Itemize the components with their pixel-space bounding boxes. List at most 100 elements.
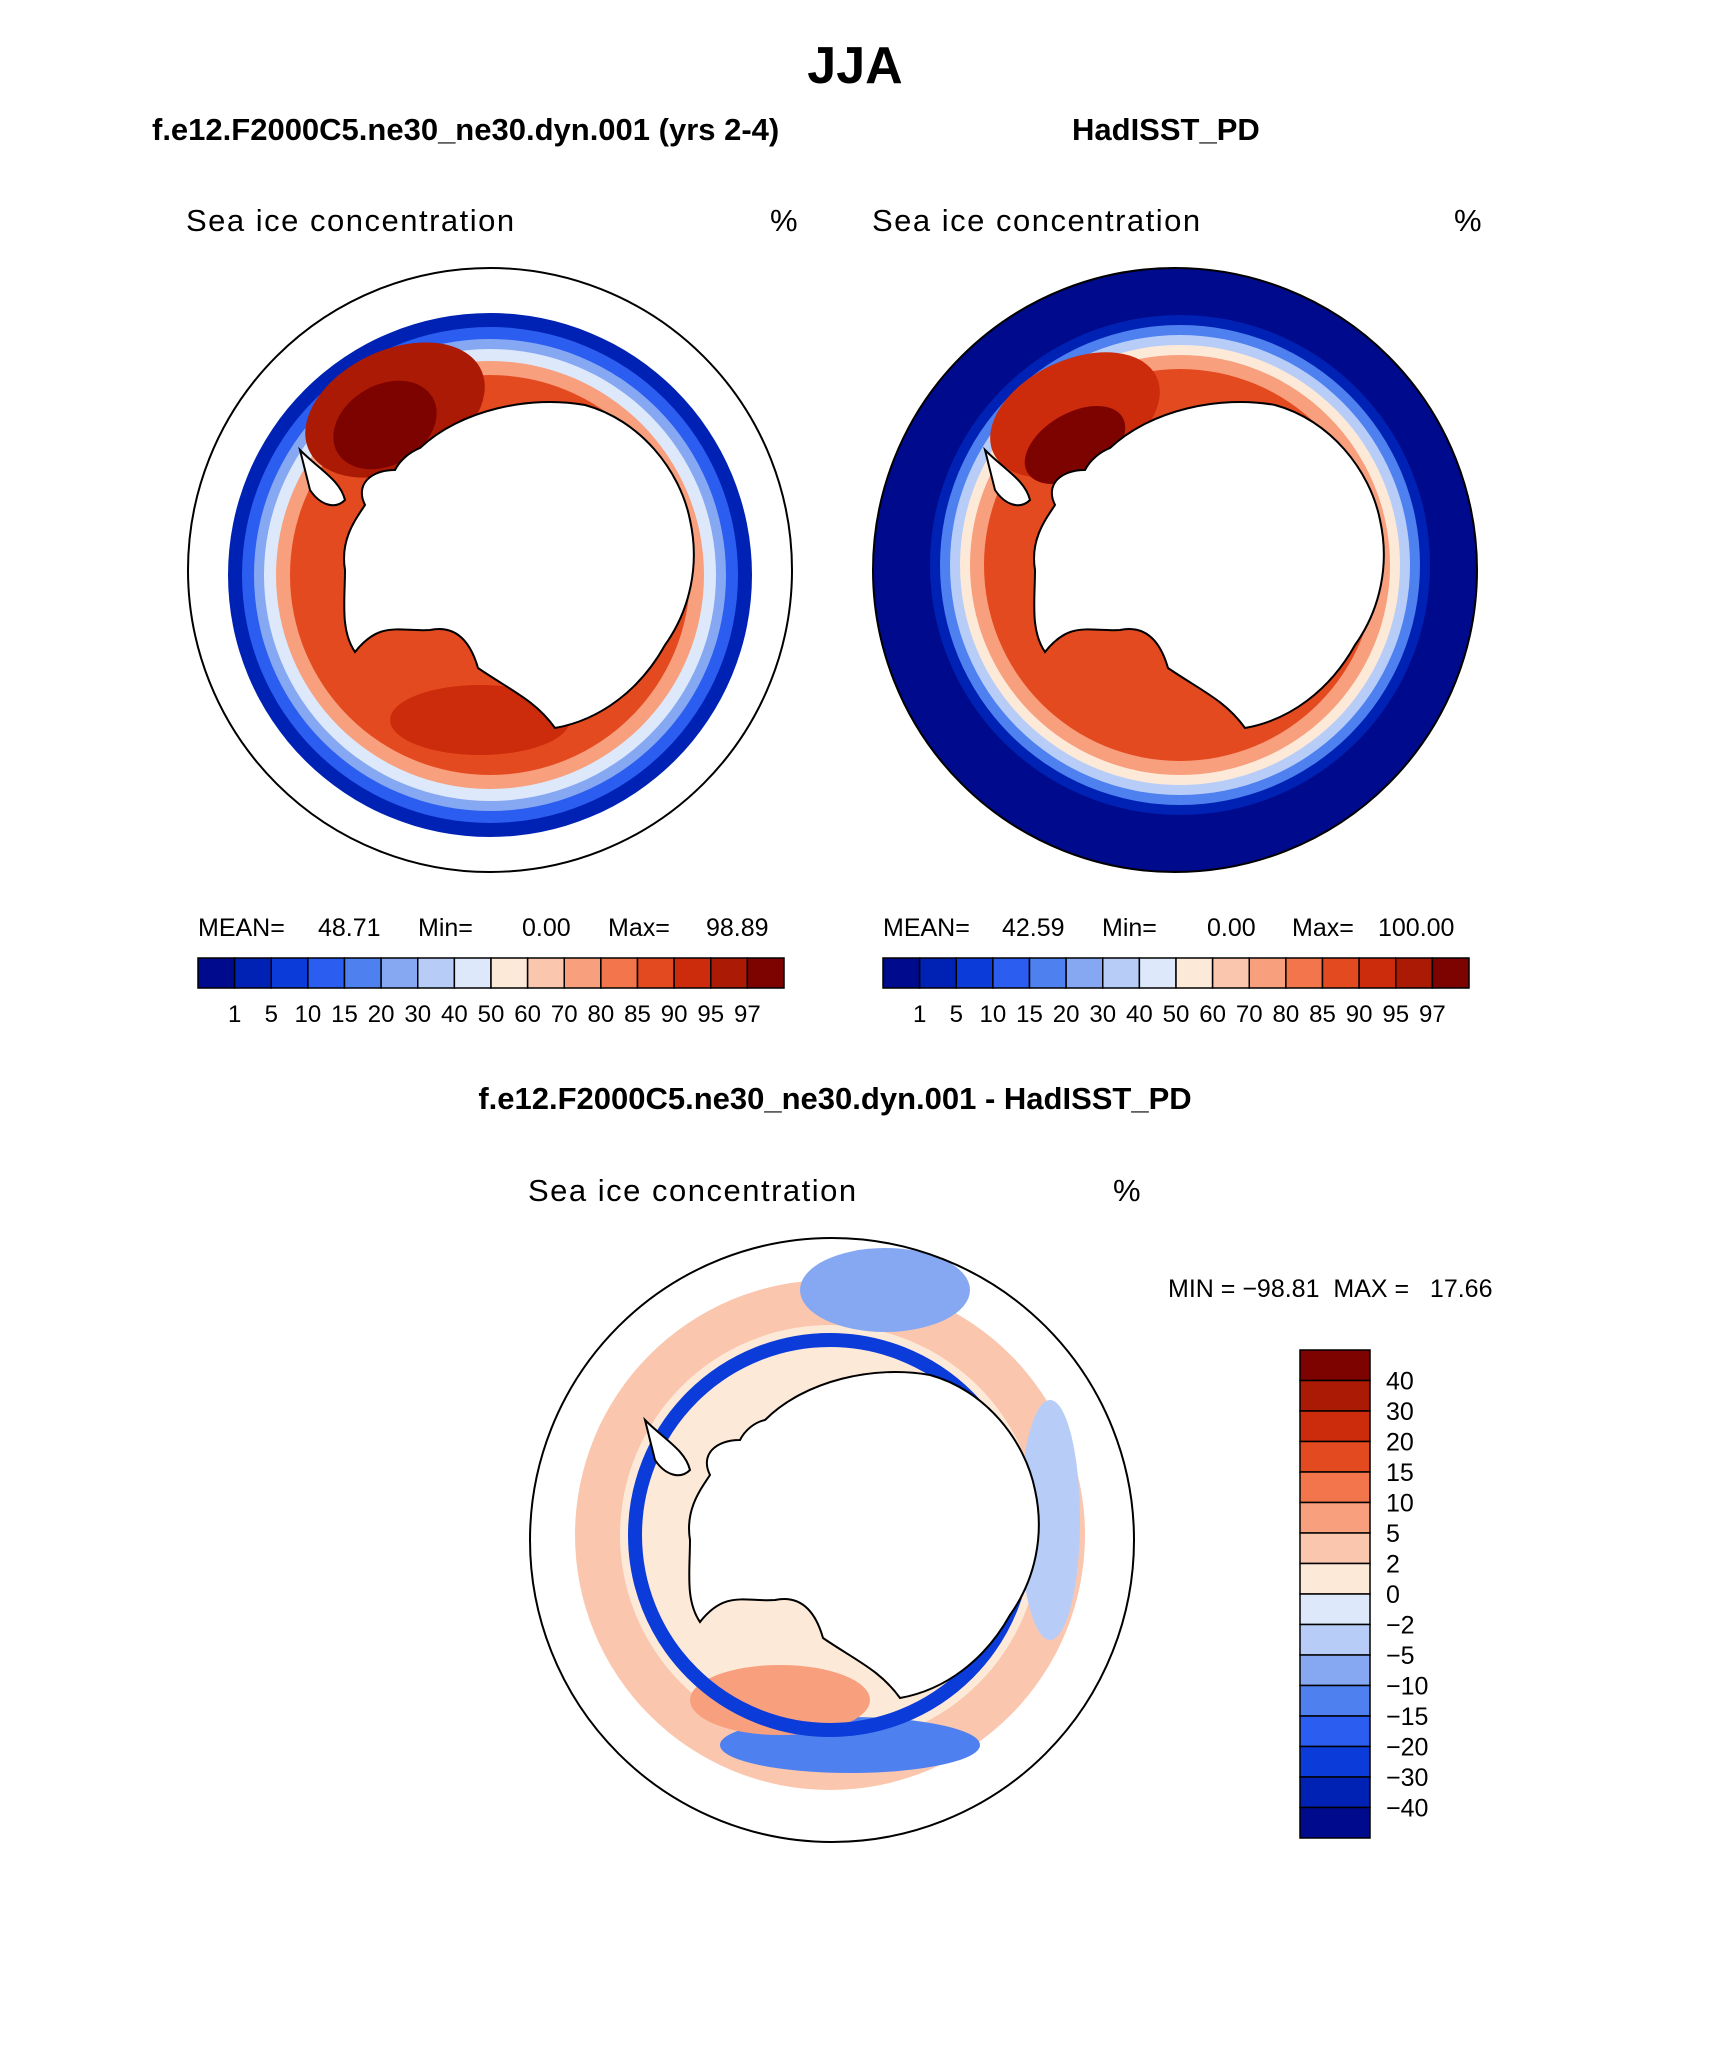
obs-colorbar-swatch xyxy=(992,957,1031,989)
model-colorbar-tick-label: 15 xyxy=(331,1001,358,1028)
obs-colorbar: 1 5 10 15 20 30 40 50 60 70 80 85 90 95 97 xyxy=(882,957,1470,1028)
model-colorbar-swatch xyxy=(307,957,346,989)
model-colorbar-tick-label: 10 xyxy=(295,1001,322,1028)
model-colorbar-tick-label: 20 xyxy=(368,1001,395,1028)
obs-colorbar-swatch xyxy=(1065,957,1104,989)
diff-colorbar-tick-label: 30 xyxy=(1386,1398,1414,1426)
obs-antarctica-continent xyxy=(1033,400,1385,730)
model-colorbar-swatch xyxy=(636,957,675,989)
diff-colorbar-swatch xyxy=(1299,1593,1371,1626)
model-colorbar-tick-label: 50 xyxy=(478,1001,505,1028)
diff-colorbar-swatch xyxy=(1299,1471,1371,1504)
model-colorbar-tick-label: 85 xyxy=(624,1001,651,1028)
diff-colorbar-swatch xyxy=(1299,1501,1371,1534)
model-mean-label: MEAN= xyxy=(198,914,285,942)
diff-case-title: f.e12.F2000C5.ne30_ne30.dyn.001 - HadISS… xyxy=(478,1081,1192,1116)
model-variable-label: Sea ice concentration xyxy=(186,203,516,238)
obs-colorbar-tick-label: 70 xyxy=(1236,1001,1263,1028)
model-colorbar-tick-label: 60 xyxy=(514,1001,541,1028)
obs-colorbar-swatch xyxy=(1395,957,1434,989)
model-colorbar-swatch xyxy=(710,957,749,989)
model-colorbar-tick-label: 5 xyxy=(265,1001,278,1028)
diff-colorbar-swatch xyxy=(1299,1410,1371,1443)
obs-colorbar-tick-label: 85 xyxy=(1309,1001,1336,1028)
obs-units-label: % xyxy=(1454,203,1484,238)
model-colorbar-tick-label: 95 xyxy=(697,1001,724,1028)
diff-colorbar-tick-label: −15 xyxy=(1386,1703,1428,1731)
obs-colorbar-tick-label: 50 xyxy=(1163,1001,1190,1028)
obs-colorbar-swatch xyxy=(1285,957,1324,989)
obs-colorbar-swatch xyxy=(918,957,957,989)
model-colorbar-swatch xyxy=(197,957,236,989)
model-max-value: 98.89 xyxy=(706,914,769,942)
model-colorbar-tick-label: 97 xyxy=(734,1001,761,1028)
figure-title: JJA xyxy=(807,37,903,95)
obs-colorbar-swatch xyxy=(1102,957,1141,989)
obs-colorbar-tick-label: 95 xyxy=(1382,1001,1409,1028)
model-colorbar-swatch xyxy=(270,957,309,989)
obs-mean-value: 42.59 xyxy=(1002,914,1065,942)
model-colorbar-swatch xyxy=(380,957,419,989)
diff-colorbar-swatch xyxy=(1299,1684,1371,1717)
diff-colorbar-tick-label: −10 xyxy=(1386,1673,1428,1701)
obs-colorbar-tick-label: 97 xyxy=(1419,1001,1446,1028)
obs-colorbar-swatch xyxy=(1248,957,1287,989)
obs-colorbar-swatch xyxy=(1138,957,1177,989)
diff-colorbar-swatch xyxy=(1299,1715,1371,1748)
obs-colorbar-swatch xyxy=(1431,957,1470,989)
obs-mean-label: MEAN= xyxy=(883,914,970,942)
diff-colorbar-swatch xyxy=(1299,1440,1371,1473)
model-antarctica-continent xyxy=(343,400,695,730)
model-colorbar-tick-label: 1 xyxy=(228,1001,241,1028)
model-colorbar-tick-label: 30 xyxy=(404,1001,431,1028)
obs-colorbar-swatch xyxy=(1321,957,1360,989)
model-colorbar-tick-label: 80 xyxy=(588,1001,615,1028)
diff-units-label: % xyxy=(1113,1173,1143,1208)
model-colorbar-swatch xyxy=(526,957,565,989)
model-max-label: Max= xyxy=(608,914,670,942)
obs-colorbar-swatch xyxy=(1028,957,1067,989)
model-colorbar-swatch xyxy=(343,957,382,989)
obs-colorbar-tick-label: 15 xyxy=(1016,1001,1043,1028)
model-min-label: Min= xyxy=(418,914,473,942)
model-colorbar-swatch xyxy=(490,957,529,989)
diff-colorbar-tick-label: −30 xyxy=(1386,1764,1428,1792)
diff-colorbar-swatch xyxy=(1299,1349,1371,1382)
obs-colorbar-tick-label: 90 xyxy=(1346,1001,1373,1028)
obs-colorbar-tick-label: 10 xyxy=(980,1001,1007,1028)
diff-colorbar-tick-label: 10 xyxy=(1386,1490,1414,1518)
model-case-title: f.e12.F2000C5.ne30_ne30.dyn.001 (yrs 2-4… xyxy=(152,112,780,147)
obs-colorbar-swatch xyxy=(1211,957,1250,989)
diff-colorbar-tick-label: −20 xyxy=(1386,1734,1428,1762)
diff-colorbar-tick-label: 0 xyxy=(1386,1581,1400,1609)
model-colorbar-swatch xyxy=(233,957,272,989)
obs-colorbar-tick-label: 40 xyxy=(1126,1001,1153,1028)
diff-variable-label: Sea ice concentration xyxy=(528,1173,858,1208)
obs-colorbar-tick-label: 1 xyxy=(913,1001,926,1028)
diff-colorbar-swatch xyxy=(1299,1532,1371,1565)
obs-colorbar-tick-label: 20 xyxy=(1053,1001,1080,1028)
model-sea-ice-map xyxy=(187,267,793,873)
diff-colorbar-tick-label: −40 xyxy=(1386,1795,1428,1823)
diff-colorbar-swatch xyxy=(1299,1562,1371,1595)
diff-colorbar-tick-label: −5 xyxy=(1386,1642,1415,1670)
obs-max-value: 100.00 xyxy=(1378,914,1455,942)
diff-colorbar-swatch xyxy=(1299,1379,1371,1412)
diff-colorbar-swatch xyxy=(1299,1654,1371,1687)
diff-colorbar-tick-label: 5 xyxy=(1386,1520,1400,1548)
obs-colorbar-swatch xyxy=(882,957,921,989)
obs-colorbar-tick-label: 80 xyxy=(1273,1001,1300,1028)
model-min-value: 0.00 xyxy=(522,914,571,942)
diff-colorbar-swatch xyxy=(1299,1776,1371,1809)
model-colorbar-swatch xyxy=(673,957,712,989)
diff-colorbar-tick-label: 15 xyxy=(1386,1459,1414,1487)
obs-colorbar-swatch xyxy=(1358,957,1397,989)
obs-sea-ice-map xyxy=(872,267,1478,873)
model-colorbar-swatch xyxy=(453,957,492,989)
diff-sea-ice-map xyxy=(529,1237,1135,1843)
diff-antarctica-continent xyxy=(688,1371,1040,1700)
model-colorbar-swatch xyxy=(563,957,602,989)
model-colorbar-tick-label: 40 xyxy=(441,1001,468,1028)
model-mean-value: 48.71 xyxy=(318,914,381,942)
